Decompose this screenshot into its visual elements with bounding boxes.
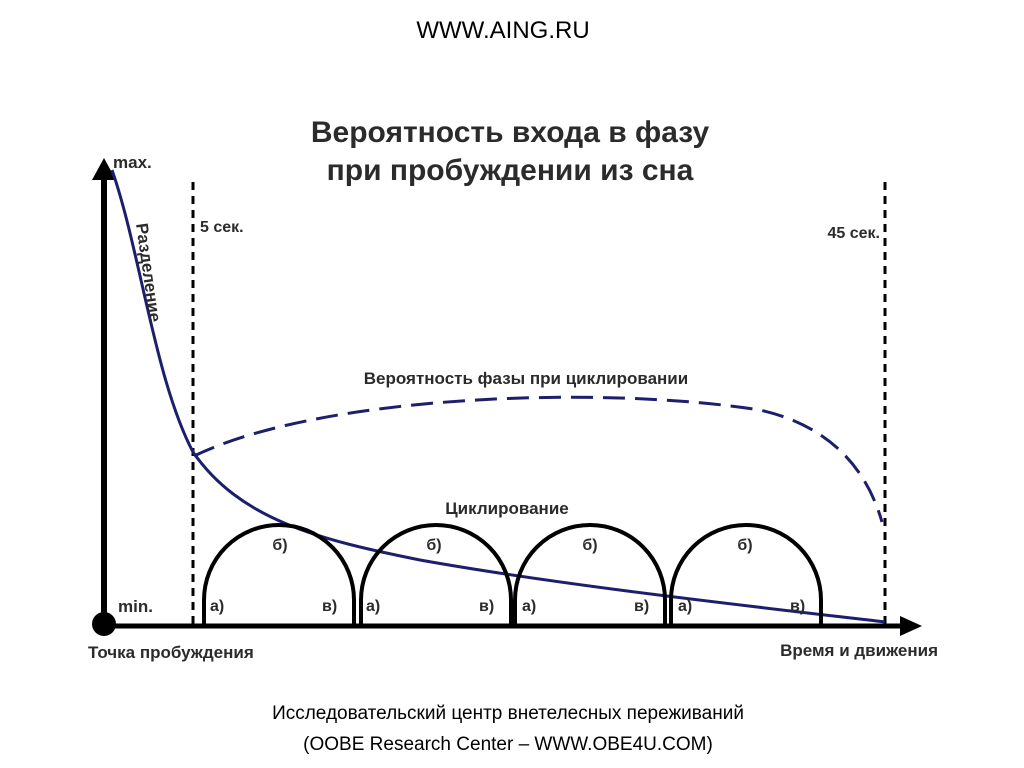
cycle2-a-label: а) [366, 598, 380, 615]
cycle2-v-label: в) [479, 598, 494, 615]
cycle4-b-label: б) [737, 537, 752, 554]
x-start-label: Точка пробуждения [88, 643, 254, 662]
cycle-labels: а) б) в) а) б) в) а) б) в) а) б) в) [210, 537, 805, 615]
cycle-arch-1 [202, 523, 356, 624]
phase-probability-curve [193, 395, 884, 523]
x-end-label: Время и движения [780, 641, 938, 660]
diagram-title-line2: при пробуждении из сна [327, 154, 694, 187]
cycle1-v-label: в) [322, 598, 337, 615]
cycle4-a-label: а) [678, 598, 692, 615]
phase-probability-label: Вероятность фазы при циклировании [364, 369, 688, 388]
cycle-arches [202, 523, 823, 624]
y-max-label: max. [113, 153, 152, 172]
cycle1-b-label: б) [272, 537, 287, 554]
origin-point [92, 612, 116, 636]
cycle-arch-3 [513, 523, 667, 624]
cycle4-v-label: в) [790, 598, 805, 615]
diagram-title-line1: Вероятность входа в фазу [311, 116, 710, 149]
cycling-label: Циклирование [445, 499, 568, 518]
cycle3-b-label: б) [582, 537, 597, 554]
cycle1-a-label: а) [210, 598, 224, 615]
cycle3-v-label: в) [634, 598, 649, 615]
footer-line1: Исследовательский центр внетелесных пере… [272, 703, 744, 724]
x-axis [104, 616, 922, 636]
site-header: WWW.AING.RU [416, 17, 589, 44]
separation-curve [110, 169, 886, 624]
marker-5s-label: 5 сек. [200, 219, 244, 236]
cycle2-b-label: б) [426, 537, 441, 554]
cycle-arch-4 [669, 523, 823, 624]
footer-line2: (OOBE Research Center – WWW.OBE4U.COM) [303, 734, 713, 755]
y-min-label: min. [118, 597, 153, 616]
separation-label: Разделение [132, 222, 165, 323]
cycle3-a-label: а) [522, 598, 536, 615]
y-axis [92, 158, 116, 624]
cycle-arch-2 [359, 523, 513, 624]
marker-45s-label: 45 сек. [828, 225, 881, 242]
